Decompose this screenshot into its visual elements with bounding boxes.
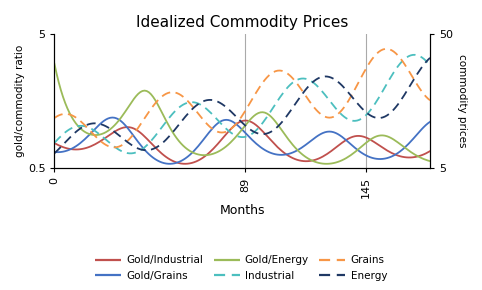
X-axis label: Months: Months bbox=[219, 204, 265, 217]
Y-axis label: gold/commodity ratio: gold/commodity ratio bbox=[15, 45, 25, 157]
Title: Idealized Commodity Prices: Idealized Commodity Prices bbox=[136, 15, 348, 30]
Y-axis label: commodity prices: commodity prices bbox=[457, 54, 467, 148]
Legend: Gold/Industrial, Gold/Grains, Gold/Energy, Industrial, Grains, Energy: Gold/Industrial, Gold/Grains, Gold/Energ… bbox=[91, 251, 391, 285]
